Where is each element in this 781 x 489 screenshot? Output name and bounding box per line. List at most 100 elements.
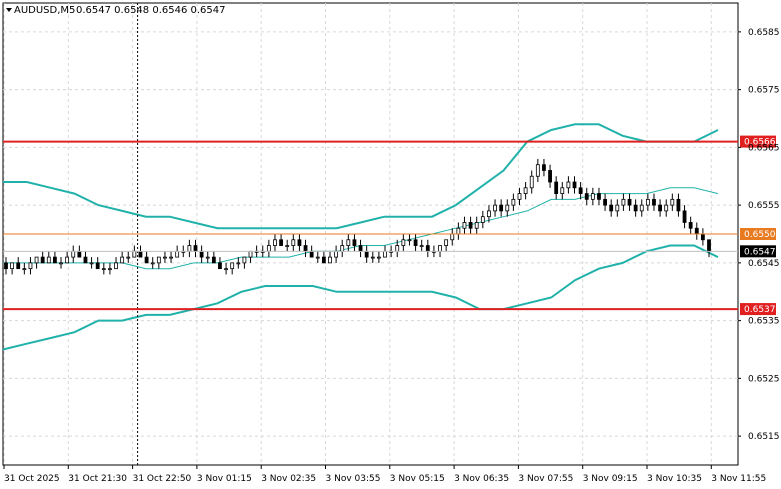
candle-body (395, 245, 400, 252)
candle-body (376, 256, 381, 259)
candle-body (370, 256, 375, 259)
price-axis: 0.6585 0.6575 0.6565 0.6555 0.6545 0.6535 0.65… (738, 28, 780, 442)
candle-body (199, 250, 204, 258)
candle-body (688, 222, 693, 229)
candle (150, 257, 155, 269)
candle-body (462, 222, 467, 229)
candle-body (193, 245, 198, 252)
candle-body (205, 256, 210, 259)
candle-body (401, 239, 406, 246)
candle (163, 251, 167, 263)
symbol-timeframe: AUDUSD,M5 (14, 5, 75, 16)
candle (95, 257, 100, 270)
candle-body (523, 187, 528, 194)
x-tick-label: 3 Nov 02:35 (261, 474, 316, 484)
candle-body (438, 245, 442, 252)
candle-body (603, 198, 607, 206)
candle (4, 257, 8, 275)
level-price-label: 0.6537 (744, 305, 776, 315)
candle-body (169, 256, 173, 259)
candle (273, 234, 277, 252)
candle-body (340, 245, 345, 252)
candle-body (670, 198, 675, 206)
bollinger-upper-line (3, 123, 719, 230)
candle-body (334, 250, 339, 258)
candle-body (487, 210, 491, 218)
candle-body (285, 245, 290, 247)
candle-body (291, 239, 296, 246)
candle (89, 257, 94, 269)
candle-body (108, 268, 112, 271)
candle-body (89, 262, 94, 265)
chart-header: AUDUSD,M5 0.6547 0.6548 0.6546 0.6547 (6, 5, 226, 16)
candle-body (248, 250, 253, 258)
candle (493, 199, 497, 217)
candle-body (364, 250, 369, 258)
candle (224, 262, 228, 275)
candle-body (303, 245, 308, 252)
candle-body (407, 239, 412, 242)
candle-body (187, 245, 192, 252)
candle-body (132, 250, 137, 258)
candle (120, 251, 125, 264)
candle (34, 256, 39, 269)
candle-body (499, 204, 504, 212)
candle-body (53, 256, 57, 264)
candle (597, 187, 601, 206)
candle (279, 234, 283, 246)
candle-body (652, 198, 656, 206)
candle (419, 239, 424, 252)
x-tick-label: 3 Nov 09:15 (583, 474, 638, 484)
candle-body (34, 256, 39, 264)
candle-body (615, 204, 620, 212)
candle (676, 193, 681, 217)
level-price-tag (740, 135, 776, 148)
candle (352, 234, 357, 252)
candle-body (633, 204, 638, 212)
candle (444, 239, 449, 252)
candle-body (548, 170, 552, 183)
candle (16, 257, 21, 270)
candle-body (425, 245, 430, 252)
candle-body (150, 262, 155, 265)
candle (682, 205, 687, 229)
level-price-tag (740, 228, 776, 240)
candle-body (352, 239, 357, 246)
candle (480, 210, 485, 229)
symbol-menu-triangle-icon[interactable] (6, 8, 12, 12)
candle (28, 257, 33, 275)
candle-body (468, 222, 473, 229)
candle (548, 164, 552, 188)
y-tick-label: 0.6555 (748, 201, 780, 211)
candle (554, 176, 559, 200)
candle-body (419, 245, 424, 247)
candle (603, 193, 607, 211)
candle-body (71, 250, 76, 258)
candle (664, 199, 669, 217)
level-price-label: 0.6550 (744, 230, 776, 240)
candle (407, 234, 412, 246)
candle (205, 251, 210, 263)
candle-body (529, 175, 534, 189)
candle-body (480, 216, 485, 223)
candle-body (664, 204, 669, 212)
candle (144, 251, 149, 264)
candle-body (218, 262, 222, 270)
candle-body (279, 239, 283, 246)
candle (505, 199, 510, 217)
candle-body (16, 262, 21, 270)
x-tick-label: 31 Oct 2025 (4, 474, 60, 484)
candle-body (474, 222, 479, 229)
candle-body (230, 262, 235, 270)
x-tick-label: 31 Oct 22:50 (133, 474, 192, 484)
candle (346, 234, 351, 252)
candle-body (126, 256, 131, 259)
candle-body (493, 204, 497, 212)
candle (22, 262, 27, 275)
candle (652, 193, 656, 211)
candle-body (566, 181, 571, 189)
candle (621, 193, 626, 211)
candle-body (22, 268, 27, 271)
horizontal-levels[interactable]: 0.6566 0.6550 0.6537 0.6547 (3, 135, 776, 316)
